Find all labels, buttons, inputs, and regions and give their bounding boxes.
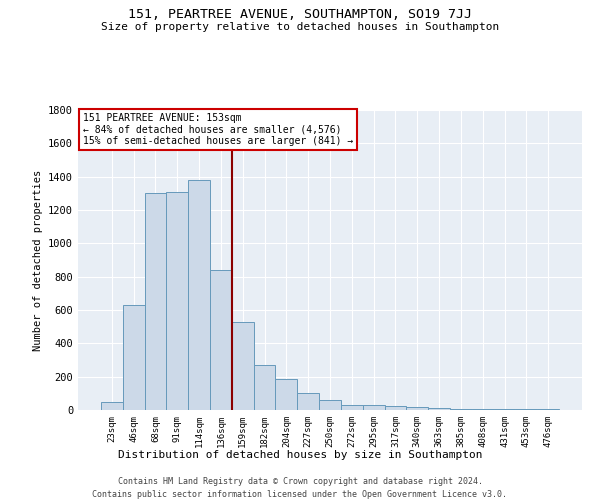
Bar [297,394,319,410]
Bar [450,408,472,410]
Bar [515,409,537,410]
Bar [494,409,515,410]
Text: Size of property relative to detached houses in Southampton: Size of property relative to detached ho… [101,22,499,32]
Text: 151, PEARTREE AVENUE, SOUTHAMPTON, SO19 7JJ: 151, PEARTREE AVENUE, SOUTHAMPTON, SO19 … [128,8,472,20]
Bar [319,400,341,410]
Text: Contains HM Land Registry data © Crown copyright and database right 2024.: Contains HM Land Registry data © Crown c… [118,478,482,486]
Bar [210,270,232,410]
Text: Contains public sector information licensed under the Open Government Licence v3: Contains public sector information licen… [92,490,508,499]
Bar [385,406,406,410]
Bar [145,192,166,410]
Bar [166,192,188,410]
Y-axis label: Number of detached properties: Number of detached properties [32,170,43,350]
Bar [363,405,385,410]
Bar [188,180,210,410]
Bar [254,365,275,410]
Bar [275,379,297,410]
Bar [472,409,494,410]
Bar [123,305,145,410]
Bar [406,407,428,410]
Bar [537,409,559,410]
Bar [341,405,363,410]
Bar [232,322,254,410]
Bar [101,402,123,410]
Text: 151 PEARTREE AVENUE: 153sqm
← 84% of detached houses are smaller (4,576)
15% of : 151 PEARTREE AVENUE: 153sqm ← 84% of det… [83,113,353,146]
Text: Distribution of detached houses by size in Southampton: Distribution of detached houses by size … [118,450,482,460]
Bar [428,408,450,410]
